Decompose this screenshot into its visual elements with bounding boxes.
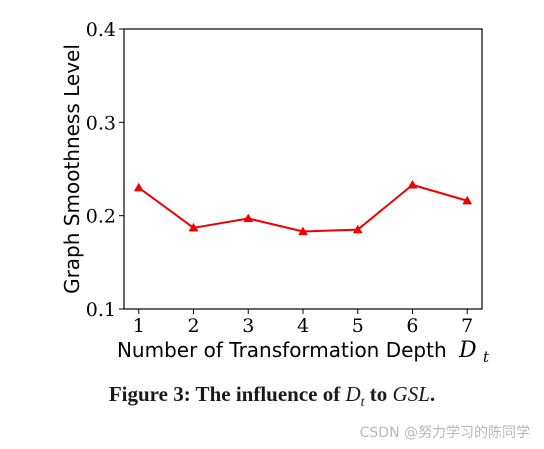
x-axis-label-text: Number of Transformation Depth — [117, 338, 447, 362]
y-tick-label: 0.2 — [86, 206, 116, 228]
y-tick-label: 0.1 — [86, 299, 116, 321]
data-point — [133, 182, 144, 192]
y-tick-label: 0.4 — [86, 19, 116, 41]
caption-suffix: . — [429, 382, 436, 406]
x-tick-label: 6 — [406, 315, 418, 337]
plot-frame — [123, 28, 483, 310]
x-tick-label: 1 — [133, 315, 145, 337]
x-axis-variable: D — [458, 338, 477, 363]
caption-var-d: Dt — [345, 382, 364, 410]
data-point — [352, 224, 363, 234]
x-tick-label: 7 — [461, 315, 473, 337]
x-tick-label: 4 — [297, 315, 309, 337]
data-point — [298, 226, 308, 236]
caption-prefix: Figure 3: The influence of — [108, 382, 346, 406]
x-axis-label: Number of Transformation Depth D t — [117, 338, 490, 366]
data-point — [243, 213, 254, 223]
y-tick-label: 0.3 — [86, 112, 116, 134]
x-tick-label: 5 — [352, 315, 364, 337]
data-point — [188, 222, 199, 232]
data-point — [407, 179, 418, 189]
figure-caption: Figure 3: The influence of Dt to GSL. — [0, 382, 544, 411]
series-line — [138, 183, 468, 233]
caption-middle: to — [364, 382, 393, 406]
caption-var-gsl: GSL — [392, 382, 430, 406]
series-layer — [133, 179, 473, 236]
watermark: CSDN @努力学习的陈同学 — [359, 425, 530, 441]
x-tick-label: 2 — [187, 315, 199, 337]
x-axis-variable-subscript: t — [483, 348, 490, 366]
caption-var-d-main: D — [345, 382, 361, 406]
axis-ticks — [119, 28, 468, 314]
data-point — [462, 195, 473, 205]
chart: 1 2 3 4 5 6 7 0.1 0.2 0.3 0.4 Graph Smoothness Lev… — [60, 19, 490, 366]
tick-labels: 1 2 3 4 5 6 7 0.1 0.2 0.3 0.4 — [86, 19, 473, 337]
x-tick-label: 3 — [242, 315, 254, 337]
caption-var-d-sub: t — [360, 395, 365, 411]
y-axis-label: Graph Smoothness Level — [60, 44, 84, 294]
